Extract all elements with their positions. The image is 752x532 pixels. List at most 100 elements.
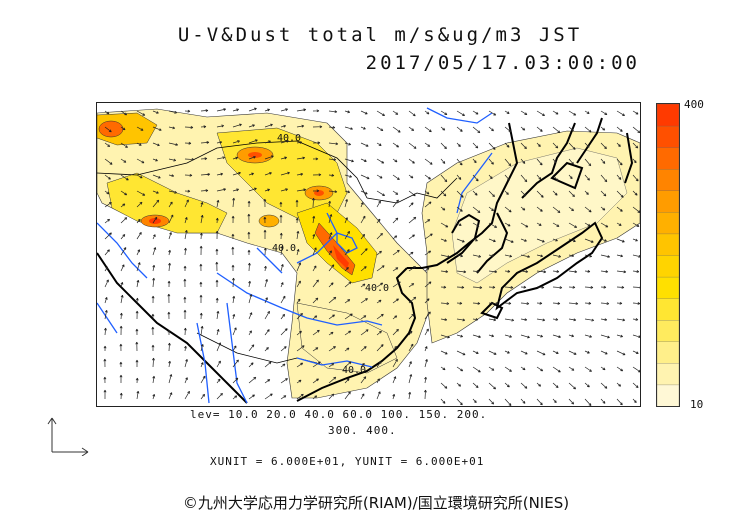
wind-arrow	[424, 190, 430, 195]
wind-arrow	[216, 328, 220, 336]
wind-arrow	[488, 350, 497, 355]
wind-arrow	[344, 267, 349, 272]
wind-arrow	[231, 264, 235, 272]
wind-arrow	[120, 142, 128, 148]
wind-arrow	[215, 261, 219, 272]
wind-arrow	[440, 318, 448, 322]
wind-arrow	[392, 393, 396, 400]
wind-arrow	[424, 201, 432, 208]
wind-arrow	[616, 222, 622, 226]
wind-arrow	[568, 110, 577, 116]
wind-arrow	[376, 250, 382, 256]
wind-arrow	[376, 282, 384, 288]
wind-arrow	[440, 382, 448, 389]
wind-arrow	[152, 357, 155, 368]
wind-arrow	[600, 366, 606, 371]
wind-arrow	[264, 279, 268, 288]
wind-arrow	[215, 217, 219, 224]
wind-arrow	[488, 382, 497, 390]
wind-arrow	[616, 301, 623, 305]
wind-arrow	[616, 126, 623, 132]
wind-arrow	[632, 110, 639, 115]
wind-arrow	[120, 234, 126, 240]
wind-arrow	[408, 126, 415, 132]
wind-arrow	[104, 110, 110, 115]
wind-arrow	[632, 222, 640, 227]
wind-arrow	[183, 327, 187, 336]
wind-arrow	[584, 285, 594, 289]
wind-arrow	[248, 362, 254, 368]
wind-arrow	[135, 297, 139, 304]
wind-arrow	[328, 393, 335, 400]
wind-arrow	[312, 125, 323, 129]
wind-arrow	[280, 346, 287, 352]
wind-arrow	[152, 158, 158, 162]
wind-arrow	[520, 238, 527, 242]
wind-arrow	[280, 378, 288, 384]
wind-arrow	[456, 174, 462, 180]
wind-arrow	[120, 110, 128, 116]
wind-arrow	[232, 313, 236, 320]
wind-arrow	[360, 233, 366, 240]
wind-arrow	[136, 174, 143, 179]
wind-arrow	[488, 318, 497, 322]
wind-arrow	[632, 238, 638, 242]
wind-arrow	[104, 218, 110, 224]
wind-arrow	[504, 158, 512, 167]
wind-arrow	[568, 285, 576, 289]
wind-arrow	[232, 277, 235, 288]
wind-arrow	[120, 264, 125, 272]
wind-arrow	[376, 299, 382, 304]
wind-arrow	[392, 298, 399, 304]
wind-arrow	[440, 206, 446, 211]
wind-arrow	[600, 174, 608, 183]
chart-title-timestamp: 2017/05/17.03:00:00	[365, 52, 640, 74]
wind-arrow	[552, 222, 560, 227]
wind-arrow	[568, 142, 576, 150]
wind-arrow	[296, 230, 300, 240]
wind-arrow	[152, 110, 159, 114]
wind-arrow	[408, 283, 415, 288]
hotspot-streak-core	[333, 245, 349, 269]
wind-arrow	[152, 375, 156, 384]
wind-arrow	[376, 361, 382, 368]
wind-arrow	[296, 312, 303, 320]
wind-arrow	[376, 110, 385, 117]
wind-arrow	[408, 158, 415, 164]
wind-arrow	[376, 265, 385, 272]
wind-arrow	[440, 222, 449, 228]
wind-arrow	[328, 126, 336, 129]
wind-arrow	[568, 334, 575, 338]
wind-arrow	[376, 200, 381, 208]
wind-arrow	[199, 312, 203, 320]
wind-arrow	[264, 393, 273, 400]
wind-arrow	[632, 301, 640, 305]
wind-arrow	[200, 325, 204, 336]
colorbar-swatch	[656, 362, 680, 386]
wind-arrow	[360, 142, 369, 147]
wind-arrow	[296, 362, 304, 368]
wind-arrow	[408, 343, 414, 352]
wind-arrow	[584, 238, 594, 243]
wind-arrow	[600, 302, 610, 305]
wind-arrow	[488, 366, 495, 371]
wind-arrow	[104, 201, 112, 208]
wind-arrow	[616, 318, 626, 322]
wind-arrow	[248, 394, 255, 400]
wind-arrow	[392, 199, 399, 208]
wind-arrow	[600, 110, 608, 116]
wind-arrow	[280, 363, 286, 368]
wind-arrow	[119, 343, 123, 352]
wind-arrow	[264, 123, 273, 128]
wind-arrow	[584, 190, 589, 195]
wind-arrow	[312, 347, 319, 352]
wind-arrow	[408, 266, 416, 272]
wind-arrow	[392, 267, 399, 272]
wind-arrow	[552, 318, 559, 321]
wind-arrow	[552, 238, 558, 242]
wind-arrow	[344, 249, 350, 256]
wind-arrow	[488, 158, 494, 165]
wind-arrow	[360, 126, 366, 130]
wind-arrow	[552, 142, 559, 149]
wind-arrow	[584, 334, 592, 338]
